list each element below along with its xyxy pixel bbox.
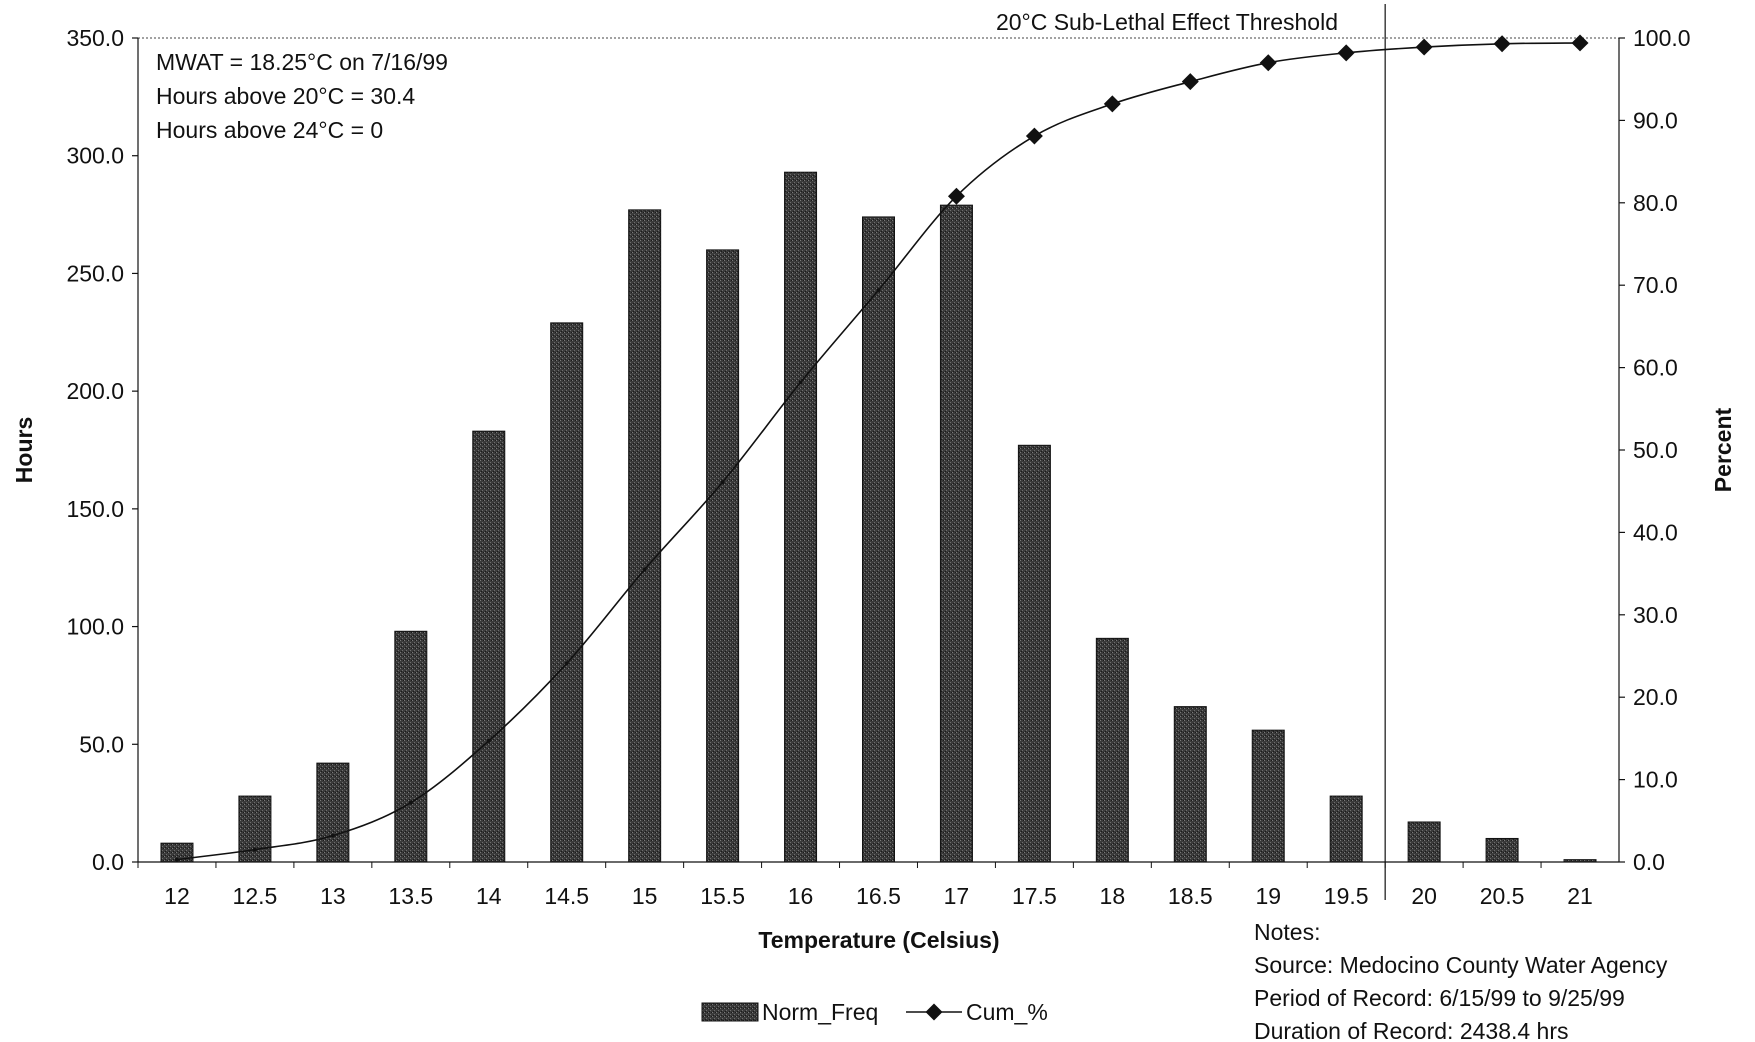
x-tick-label: 15.5 xyxy=(700,883,745,909)
bar-14 xyxy=(472,430,506,863)
bar-18 xyxy=(1095,637,1129,863)
x-tick-label: 21 xyxy=(1567,883,1593,909)
y-tick-label: 100.0 xyxy=(66,614,124,640)
bar-16.5 xyxy=(862,216,895,863)
bar-14.5 xyxy=(550,322,584,863)
cum-point-16.5 xyxy=(876,288,881,293)
legend: Norm_Freq Cum_% xyxy=(701,999,1048,1025)
y2-tick-label: 20.0 xyxy=(1633,684,1678,710)
cum-point-16 xyxy=(798,380,803,385)
bar-series xyxy=(160,171,1597,863)
cum-marker-19 xyxy=(1259,54,1277,72)
legend-bar-label: Norm_Freq xyxy=(762,999,878,1025)
legend-line-marker xyxy=(925,1003,943,1021)
stats-annotation: MWAT = 18.25°C on 7/16/99 Hours above 20… xyxy=(156,49,448,143)
y2-tick-label: 30.0 xyxy=(1633,602,1678,628)
y-tick-label: 50.0 xyxy=(79,731,124,757)
notes-annotation: Notes: Source: Medocino County Water Age… xyxy=(1254,919,1668,1042)
y2-tick-label: 70.0 xyxy=(1633,272,1678,298)
cum-marker-17.5 xyxy=(1025,127,1043,145)
x-tick-label: 12 xyxy=(164,883,190,909)
x-tick-label: 19.5 xyxy=(1324,883,1369,909)
stat-mwat: MWAT = 18.25°C on 7/16/99 xyxy=(156,49,448,75)
x-axis-ticks: 12 12.5 13 13.5 14 14.5 15 15.5 16 16.5 17 17.5 18 18… xyxy=(137,862,1593,909)
cum-line-path xyxy=(176,42,1581,861)
x-tick-label: 18.5 xyxy=(1168,883,1213,909)
notes-source: Source: Medocino County Water Agency xyxy=(1254,952,1668,978)
y-axis-ticks: 0.0 50.0 100.0 150.0 200.0 250.0 300.0 350.0 xyxy=(66,25,138,875)
legend-bar-swatch xyxy=(701,1002,759,1022)
cum-point-15 xyxy=(642,567,647,572)
y2-tick-label: 0.0 xyxy=(1633,849,1665,875)
bar-13.5 xyxy=(394,630,428,863)
notes-heading: Notes: xyxy=(1254,919,1320,945)
legend-line-label: Cum_% xyxy=(966,999,1048,1025)
x-tick-label: 17 xyxy=(944,883,970,909)
x-tick-label: 20.5 xyxy=(1480,883,1525,909)
x-tick-label: 18 xyxy=(1100,883,1126,909)
notes-period: Period of Record: 6/15/99 to 9/25/99 xyxy=(1254,985,1625,1011)
y2-tick-label: 60.0 xyxy=(1633,355,1678,381)
cum-marker-19.5 xyxy=(1337,44,1355,62)
x-tick-label: 15 xyxy=(632,883,658,909)
x-tick-label: 16 xyxy=(788,883,814,909)
y-tick-label: 300.0 xyxy=(66,143,124,169)
bar-12.5 xyxy=(238,795,272,863)
bar-19.5 xyxy=(1329,795,1363,863)
stat-hours-above-24: Hours above 24°C = 0 xyxy=(156,117,383,143)
x-tick-label: 16.5 xyxy=(856,883,901,909)
x-tick-label: 20 xyxy=(1411,883,1437,909)
y-tick-label: 150.0 xyxy=(66,496,124,522)
y2-tick-label: 90.0 xyxy=(1633,107,1678,133)
cum-marker-21 xyxy=(1571,34,1589,52)
cum-point-14 xyxy=(486,738,491,743)
bar-16 xyxy=(784,171,818,863)
cum-point-15.5 xyxy=(720,480,725,485)
y-axis-title: Hours xyxy=(11,417,37,483)
y2-axis-ticks: 0.0 10.0 20.0 30.0 40.0 50.0 60.0 70.0 80.0 90.0 1… xyxy=(1619,25,1691,875)
x-tick-label: 14.5 xyxy=(544,883,589,909)
y-tick-label: 350.0 xyxy=(66,25,124,51)
x-tick-label: 13.5 xyxy=(388,883,433,909)
bar-20 xyxy=(1407,821,1441,863)
bar-18.5 xyxy=(1173,706,1207,863)
bar-19 xyxy=(1251,729,1285,863)
cum-point-12.5 xyxy=(252,847,257,852)
cum-marker-20.5 xyxy=(1493,35,1511,53)
bar-17.5 xyxy=(1017,444,1051,863)
x-tick-label: 14 xyxy=(476,883,502,909)
y-tick-label: 0.0 xyxy=(92,849,124,875)
cum-marker-17 xyxy=(947,187,965,205)
y2-tick-label: 100.0 xyxy=(1633,25,1691,51)
cum-point-13 xyxy=(330,833,335,838)
cum-marker-18.5 xyxy=(1181,73,1199,91)
x-tick-label: 17.5 xyxy=(1012,883,1057,909)
y2-axis-title: Percent xyxy=(1710,407,1736,492)
y2-tick-label: 80.0 xyxy=(1633,190,1678,216)
notes-duration: Duration of Record: 2438.4 hrs xyxy=(1254,1018,1569,1042)
x-tick-label: 19 xyxy=(1255,883,1281,909)
cum-point-12 xyxy=(174,857,179,862)
cum-marker-20 xyxy=(1415,38,1433,56)
cum-point-13.5 xyxy=(408,800,413,805)
bar-15.5 xyxy=(706,249,740,863)
y2-tick-label: 10.0 xyxy=(1633,767,1678,793)
y-tick-label: 200.0 xyxy=(66,378,124,404)
y2-tick-label: 50.0 xyxy=(1633,437,1678,463)
bar-20.5 xyxy=(1485,837,1519,863)
cum-marker-18 xyxy=(1103,95,1121,113)
bar-17 xyxy=(939,204,973,863)
threshold-label: 20°C Sub-Lethal Effect Threshold xyxy=(996,9,1338,35)
y-tick-label: 250.0 xyxy=(66,260,124,286)
bar-13 xyxy=(316,762,350,863)
x-axis-title: Temperature (Celsius) xyxy=(758,927,999,953)
stat-hours-above-20: Hours above 20°C = 30.4 xyxy=(156,83,415,109)
cum-point-14.5 xyxy=(564,661,569,666)
bar-15 xyxy=(628,209,662,863)
y2-tick-label: 40.0 xyxy=(1633,519,1678,545)
x-tick-label: 12.5 xyxy=(233,883,278,909)
x-tick-label: 13 xyxy=(320,883,346,909)
